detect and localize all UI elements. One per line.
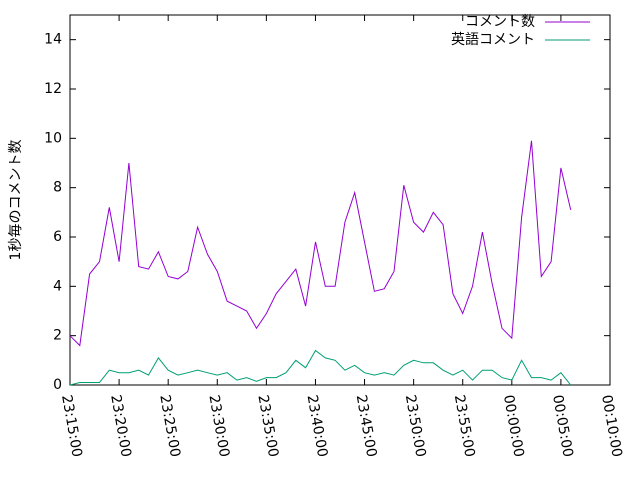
x-tick-label: 00:05:00 bbox=[549, 394, 576, 459]
y-tick-label: 8 bbox=[53, 180, 62, 196]
x-tick-label: 23:25:00 bbox=[156, 394, 183, 459]
x-tick-label: 23:40:00 bbox=[304, 394, 331, 459]
y-tick-label: 12 bbox=[44, 81, 62, 97]
y-tick-label: 6 bbox=[53, 229, 62, 245]
x-tick-label: 00:00:00 bbox=[500, 394, 527, 459]
plot-border bbox=[69, 14, 611, 386]
x-tick-label: 23:20:00 bbox=[107, 394, 134, 459]
x-tick-label: 23:30:00 bbox=[205, 394, 232, 459]
series-line bbox=[69, 140, 572, 347]
y-tick-label: 2 bbox=[53, 328, 62, 344]
x-tick-label: 00:10:00 bbox=[598, 394, 625, 459]
x-tick-label: 23:50:00 bbox=[402, 394, 429, 459]
x-tick-label: 23:35:00 bbox=[254, 394, 281, 459]
legend-label: コメント数 bbox=[465, 14, 535, 30]
x-tick-label: 23:45:00 bbox=[353, 394, 380, 459]
legend-label: 英語コメント bbox=[451, 31, 535, 48]
x-tick-label: 23:55:00 bbox=[451, 394, 478, 459]
series-line bbox=[69, 349, 572, 386]
x-tick-label: 23:15:00 bbox=[58, 394, 85, 459]
y-axis-label: 1秒毎のコメント数 bbox=[8, 140, 24, 261]
y-tick-label: 10 bbox=[44, 130, 62, 146]
y-tick-label: 14 bbox=[44, 32, 62, 48]
y-tick-label: 0 bbox=[53, 377, 62, 393]
y-tick-label: 4 bbox=[53, 278, 62, 294]
